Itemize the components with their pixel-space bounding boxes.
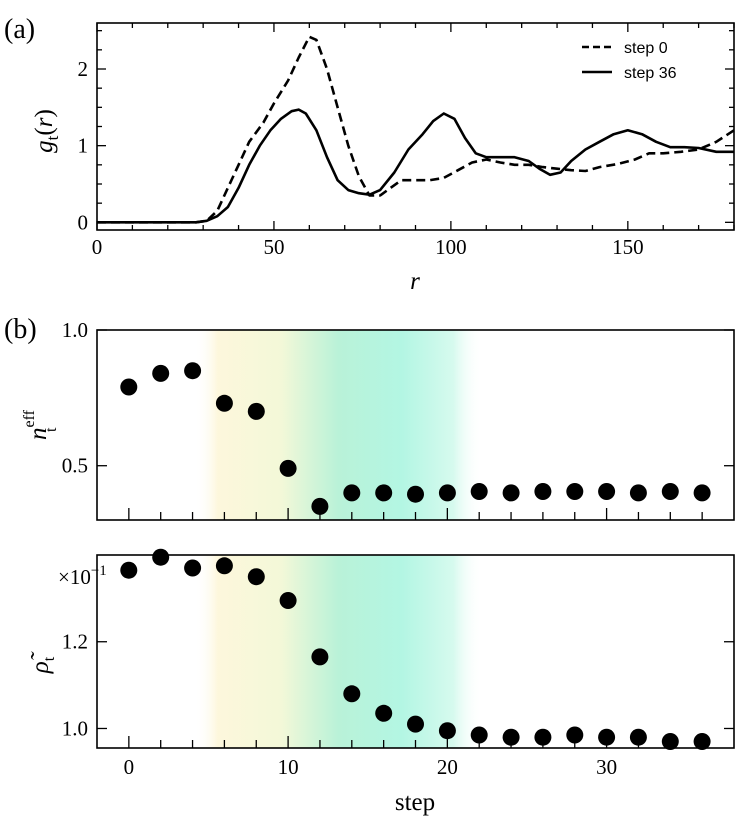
x-tick-label-a: 50: [263, 235, 284, 259]
panel-a-ylabel: gt(r): [31, 109, 62, 153]
panel-b-top-ylabel-main: n: [25, 427, 52, 440]
panel-b-top-plot: 0.5 1.0: [62, 318, 734, 520]
b-top-point: [470, 483, 488, 500]
panel-a-xlabel: r: [410, 268, 420, 295]
b-bottom-point: [534, 728, 552, 746]
panel-b-top-ylabel-sup: eff: [21, 409, 38, 427]
panel-a-ylabel-sub: t: [43, 135, 62, 140]
y-tick-label-a: 1: [78, 134, 89, 158]
b-top-point: [438, 484, 456, 502]
b-bottom-point: [566, 726, 584, 744]
panel-b-bottom-ylabel-main: ρ̃: [27, 651, 54, 674]
panel-b-bottom-ylabel-sub: t: [41, 656, 58, 661]
b-bottom-point: [629, 728, 647, 746]
panel-a-plot: 0 50 100 150 0 1 2: [78, 23, 735, 259]
b-top-point: [566, 483, 584, 500]
b-bottom-x-tick-label: 10: [278, 755, 299, 779]
b-bottom-point: [120, 561, 138, 579]
b-top-point: [502, 484, 520, 502]
b-bottom-point: [215, 557, 233, 575]
panel-b-bottom-frame: [96, 554, 735, 749]
panel-b-bottom-scale: ×10−1: [58, 563, 107, 589]
y-tick-label-a: 0: [78, 210, 89, 234]
panel-b-top-ylabel-sub: t: [43, 427, 60, 432]
b-bottom-y-tick-label: 1.2: [62, 630, 88, 654]
b-top-point: [184, 362, 202, 380]
y-tick-label-a: 2: [78, 57, 89, 81]
panel-b-top-band: [195, 330, 482, 520]
panel-b-bottom-band: [195, 555, 482, 748]
b-bottom-x-tick-label: 0: [124, 755, 135, 779]
b-bottom-point: [438, 722, 456, 740]
b-top-point: [311, 497, 329, 515]
b-top-point: [407, 485, 424, 503]
b-top-point: [598, 483, 616, 500]
b-top-point: [375, 484, 393, 502]
panel-b-bottom-plot: 0 10 20 30 1.0 1.2: [62, 548, 734, 779]
panel-a-ylabel-main: g: [31, 140, 58, 153]
panel-a-ylabel-r: r: [31, 117, 58, 127]
b-bottom-point: [375, 704, 393, 722]
panel-b-bottom-ylabel: ρ̃t: [27, 651, 58, 674]
b-top-point: [629, 484, 647, 502]
b-bottom-point: [470, 726, 488, 744]
b-bottom-point: [184, 559, 202, 577]
panel-a: (a) 0 50 100 150 0 1 2 step 0 step 36 r gt(r): [4, 14, 735, 295]
b-bottom-point: [343, 685, 361, 703]
b-bottom-y-tick-label: 1.0: [62, 716, 88, 740]
b-bottom-point: [152, 548, 170, 566]
b-top-y-tick-label: 1.0: [62, 318, 88, 342]
panel-b-bottom: 0 10 20 30 1.0 1.2 ×10−1 ρ̃t step: [27, 548, 735, 816]
panel-b-bottom-scale-exp: −1: [91, 563, 107, 579]
legend-step0-label: step 0: [624, 40, 668, 57]
b-top-point: [279, 459, 297, 477]
b-top-y-tick-label: 0.5: [62, 454, 88, 478]
series-line-step-36: [97, 108, 734, 224]
b-bottom-point: [502, 728, 520, 746]
b-top-point: [661, 483, 679, 500]
panel-a-ylabel-suffix: (r): [31, 109, 58, 135]
panel-b-top-ylabel: nefft: [21, 409, 60, 440]
b-top-point: [343, 484, 361, 502]
b-bottom-point: [311, 648, 329, 666]
panel-a-frame: [96, 22, 735, 231]
panel-b-label: (b): [4, 314, 37, 345]
panel-b-top-frame: [96, 329, 735, 521]
x-tick-label-a: 0: [92, 235, 103, 259]
b-top-point: [534, 483, 552, 500]
b-top-point: [693, 484, 711, 502]
panel-b-bottom-scale-base: ×10: [58, 565, 91, 589]
panel-b-top: (b) 0.5 1.0 nefft: [4, 314, 735, 521]
b-bottom-x-tick-label: 30: [596, 755, 617, 779]
b-bottom-point: [247, 568, 265, 586]
b-top-point: [152, 364, 170, 382]
panel-a-label: (a): [4, 14, 35, 45]
b-bottom-x-tick-label: 20: [437, 755, 458, 779]
b-top-point: [215, 394, 233, 412]
series-line-step-0: [97, 35, 735, 224]
panel-b-bottom-xlabel: step: [395, 789, 435, 816]
b-bottom-point: [407, 715, 424, 733]
legend-step36-label: step 36: [624, 65, 677, 82]
b-top-point: [247, 402, 265, 420]
x-tick-label-a: 150: [612, 235, 644, 259]
x-tick-label-a: 100: [435, 235, 467, 259]
b-top-point: [120, 378, 138, 396]
b-bottom-point: [279, 592, 297, 609]
panel-a-legend: step 0 step 36: [582, 40, 677, 82]
